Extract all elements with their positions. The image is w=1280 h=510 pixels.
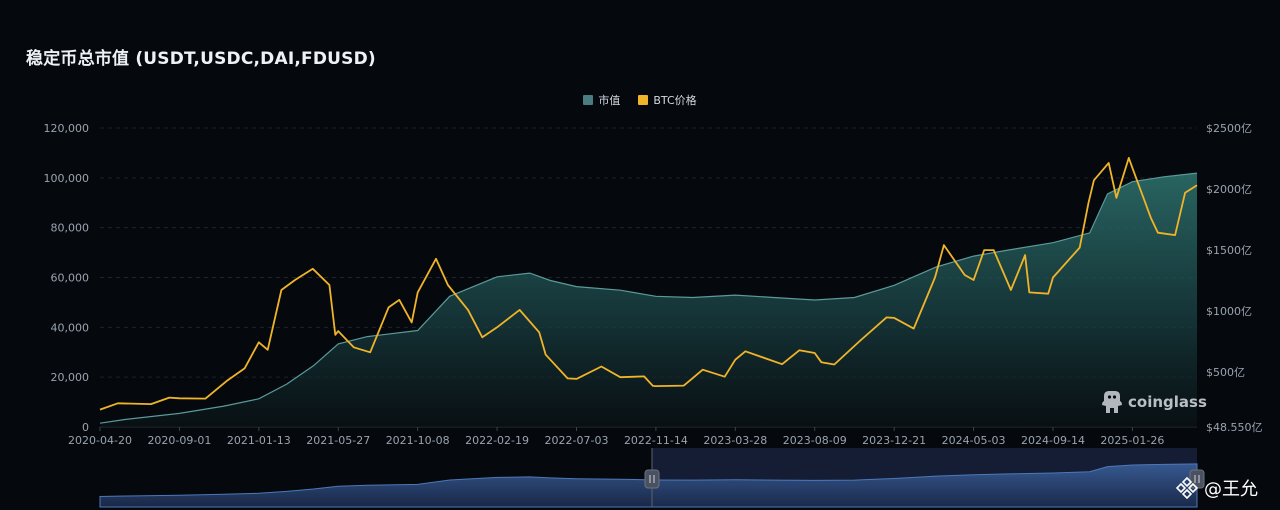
x-tick-label: 2025-01-26	[1100, 434, 1164, 447]
navigator-handle-left	[644, 469, 660, 489]
credit-text: @王允	[1204, 479, 1258, 500]
x-tick-label: 2021-05-27	[306, 434, 370, 447]
coinglass-logo-icon	[1102, 391, 1122, 413]
x-tick-label: 2023-03-28	[703, 434, 767, 447]
legend-item-btc-price[interactable]: BTC价格	[638, 92, 697, 108]
y-left-tick-label: 80,000	[51, 222, 90, 235]
author-credit: @王允	[1174, 475, 1258, 501]
legend: 市值 BTC价格	[0, 92, 1280, 108]
chart-title: 稳定币总市值 (USDT,USDC,DAI,FDUSD)	[26, 49, 376, 69]
y-right-tick-label: $2000亿	[1206, 183, 1252, 196]
coinglass-logo: coinglass	[1100, 389, 1207, 415]
y-right-tick-label: $1000亿	[1206, 305, 1252, 318]
y-left-tick-label: 40,000	[51, 321, 90, 334]
x-tick-label: 2022-02-19	[465, 434, 529, 447]
x-tick-label: 2021-10-08	[386, 434, 450, 447]
x-tick-label: 2023-12-21	[862, 434, 926, 447]
watermark-text: coinglass	[1128, 393, 1207, 411]
x-tick-label: 2022-07-03	[545, 434, 609, 447]
x-tick-label: 2020-09-01	[147, 434, 211, 447]
market-cap-series	[99, 172, 1198, 427]
market-cap-area	[100, 173, 1197, 427]
legend-label-market-cap: 市值	[598, 94, 621, 107]
legend-swatch-btc-price	[638, 95, 649, 105]
y-left-tick-label: 100,000	[44, 172, 90, 185]
y-axis-left: 0 20,000 40,000 60,000 80,000 100,000 120,000	[44, 122, 90, 434]
legend-label-btc-price: BTC价格	[653, 94, 697, 107]
btc-price-series	[99, 157, 1198, 411]
y-right-tick-label: $2500亿	[1206, 122, 1252, 135]
y-left-tick-label: 60,000	[51, 272, 90, 285]
y-left-tick-label: 0	[82, 421, 89, 434]
legend-swatch-market-cap	[583, 95, 594, 105]
x-tick-label: 2024-05-03	[942, 434, 1006, 447]
x-tick-label: 2022-11-14	[624, 434, 688, 447]
x-tick-label: 2021-01-13	[227, 434, 291, 447]
y-axis-right: $48.550亿 $500亿 $1000亿 $1500亿 $2000亿 $2500亿	[1206, 122, 1263, 434]
x-axis: 2020-04-20 2020-09-01 2021-01-13 2021-05-27…	[68, 427, 1164, 447]
x-tick-label: 2024-09-14	[1021, 434, 1085, 447]
y-right-tick-label: $48.550亿	[1206, 421, 1263, 434]
x-tick-label: 2020-04-20	[68, 434, 132, 447]
y-left-tick-label: 20,000	[51, 371, 90, 384]
y-right-tick-label: $1500亿	[1206, 244, 1252, 257]
y-right-tick-label: $500亿	[1206, 366, 1245, 379]
range-navigator[interactable]	[99, 448, 1205, 508]
x-tick-label: 2023-08-09	[783, 434, 847, 447]
y-left-tick-label: 120,000	[44, 122, 90, 135]
btc-price-line	[99, 157, 1198, 411]
legend-item-market-cap[interactable]: 市值	[583, 92, 620, 108]
market-cap-line	[99, 172, 1198, 424]
binance-icon	[1175, 476, 1199, 500]
